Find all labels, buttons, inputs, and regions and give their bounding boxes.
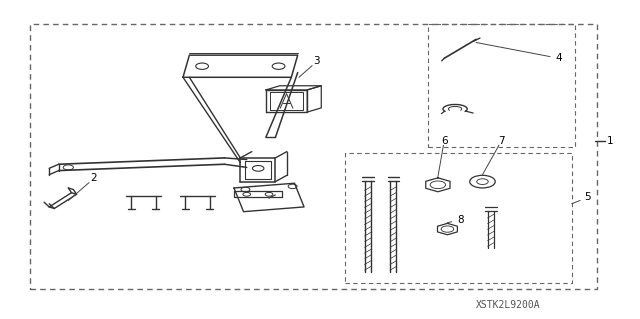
Text: 4: 4 [556, 53, 563, 63]
Text: XSTK2L9200A: XSTK2L9200A [476, 300, 540, 310]
Text: 5: 5 [584, 192, 591, 203]
Bar [346, 153, 572, 283]
Text: 6: 6 [441, 136, 447, 145]
Bar [428, 24, 575, 147]
Text: 7: 7 [499, 136, 505, 145]
Text: 2: 2 [90, 174, 97, 183]
Text: 1: 1 [607, 136, 613, 145]
Text: 8: 8 [457, 215, 463, 225]
Text: 3: 3 [314, 56, 320, 66]
Bar [30, 24, 597, 289]
